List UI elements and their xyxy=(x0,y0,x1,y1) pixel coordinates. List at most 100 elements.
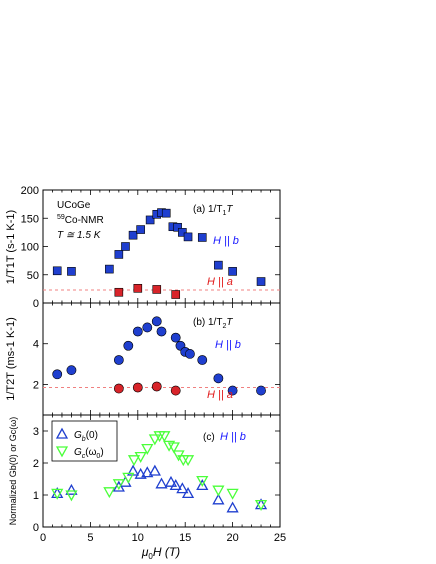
panel-b-ylabel: 1/T2T (ms-1 K-1) xyxy=(5,317,17,401)
panel-c-series-0-point xyxy=(196,479,209,491)
panel-a-series-1-point xyxy=(171,290,181,299)
panel-a-nmr-label: 59Co-NMR xyxy=(57,214,104,226)
panel-a-series-0-point xyxy=(183,232,193,242)
panel-b-series-1-point xyxy=(113,383,124,394)
panel-c-series-1-point xyxy=(51,488,64,500)
legend-label-gb: Gb(0) xyxy=(74,430,98,443)
panel-a-series-0-point xyxy=(197,233,207,242)
panel-c-series-1-point xyxy=(212,485,225,497)
legend-marker-gc xyxy=(55,446,69,458)
panel-c-series-1-point xyxy=(127,455,141,467)
panel-c-series-1-point xyxy=(196,475,209,487)
y-tick-label: 2 xyxy=(33,379,39,391)
panel-a-series-0-point xyxy=(121,242,130,251)
panel-c-series-0-point xyxy=(155,477,168,489)
panel-a-series-0-point xyxy=(228,267,237,276)
panel-c-field-label: H || b xyxy=(220,431,246,443)
panel-c-series-1-point xyxy=(141,443,154,455)
panel-a-series-0-point xyxy=(114,250,124,259)
panel-a-series-1-point xyxy=(133,284,143,293)
panel-c-series-1-point xyxy=(181,455,195,467)
legend-marker-gb xyxy=(55,427,69,439)
panel-a-series-0-point xyxy=(214,260,223,270)
panel-b-ha-label: H || a xyxy=(207,389,233,401)
panel-a-series-0-point xyxy=(136,225,145,234)
y-tick-label: 50 xyxy=(27,270,39,282)
panel-b-series-1-point xyxy=(170,385,181,396)
panel-a-series-0-point xyxy=(178,228,187,237)
panel-b-series-1-point xyxy=(132,382,143,393)
x-tick-label: 15 xyxy=(179,532,191,544)
panel-b-series-0-point xyxy=(213,373,224,384)
x-tick-label: 20 xyxy=(226,532,238,544)
x-tick-label: 0 xyxy=(40,532,46,544)
y-tick-label: 4 xyxy=(33,339,39,351)
y-tick-label: 0 xyxy=(33,522,39,534)
panel-a-series-1-point xyxy=(152,285,162,294)
axis-ticks: 0 50 100 150 200 2 4 0 1 2 3 0 5 10 15 20 25 xyxy=(21,185,286,544)
panel-c-series-0-point xyxy=(65,483,78,495)
panel-c-series-1-point xyxy=(226,488,239,500)
panel-b-series-0-point xyxy=(256,385,266,396)
panel-b-frame xyxy=(42,302,281,416)
panel-a-ha-label: H || a xyxy=(207,276,233,288)
panel-c-series-1-point xyxy=(167,442,180,454)
panel-c-series-1-point xyxy=(122,472,135,484)
y-tick-label: 200 xyxy=(21,185,39,197)
panel-c-title: (c) xyxy=(203,432,215,443)
panel-b-series-0-point xyxy=(123,340,134,351)
panel-b-series-0-point xyxy=(113,355,124,365)
panel-a-series-0-point xyxy=(128,230,138,240)
legend-label-gc: Gc(ω0) xyxy=(74,447,104,460)
panel-a-series-0-point xyxy=(67,267,76,276)
panel-b-series-0-point xyxy=(185,349,195,359)
panel-a-series-0-point xyxy=(161,208,171,218)
panel-c-series-1-point xyxy=(103,487,116,499)
panel-c-series-1-point xyxy=(158,431,171,443)
panel-a-title: (a) 1/T1T xyxy=(193,204,233,217)
panel-b-series-0-point xyxy=(66,365,77,376)
data-marks xyxy=(51,208,268,513)
panel-c-series-0-point xyxy=(164,475,178,487)
panel-a-series-1-point xyxy=(114,287,124,297)
dashed-reference-lines xyxy=(43,289,280,389)
panel-c-series-0-point xyxy=(169,479,182,491)
panel-b-series-0-point xyxy=(170,332,181,343)
panel-c-series-1-point xyxy=(148,434,161,446)
x-tick-label: 25 xyxy=(274,532,286,544)
panel-b-series-0-point xyxy=(52,369,63,380)
y-tick-label: 100 xyxy=(21,242,39,254)
panel-c-series-1-point xyxy=(254,499,268,511)
panel-c-series-1-point xyxy=(112,479,125,491)
panel-b-series-0-point xyxy=(197,355,208,365)
y-tick-label: 3 xyxy=(33,426,39,438)
panel-c-series-0-point xyxy=(226,501,239,513)
panel-a-series-0-point xyxy=(145,215,155,225)
x-tick-label: 10 xyxy=(132,532,144,544)
panel-b-hb-label: H || b xyxy=(215,339,241,351)
panel-c-series-0-point xyxy=(181,487,195,499)
panel-b-series-1-point xyxy=(151,381,162,392)
panel-c-series-0-point xyxy=(212,493,225,505)
panel-b-series-0-point xyxy=(132,326,143,337)
panel-b-series-0-point xyxy=(227,385,238,396)
x-axis-label: μ0H (T) xyxy=(141,545,180,561)
x-tick-label: 5 xyxy=(87,532,93,544)
panel-c-series-0-point xyxy=(148,464,161,476)
panel-a-series-0-point xyxy=(173,222,182,232)
panel-a-series-0-point xyxy=(105,264,114,274)
panel-b-series-0-point xyxy=(142,322,153,333)
panel-a-sample-label: UCoGe xyxy=(57,200,91,211)
panel-c-series-1-point xyxy=(65,490,78,502)
panel-b-series-0-point xyxy=(151,316,162,327)
panel-a-series-0-point xyxy=(52,266,62,276)
panel-c-series-0-point xyxy=(134,467,147,479)
panel-c-frame xyxy=(42,414,281,528)
panel-c-series-0-point xyxy=(176,482,189,494)
panel-b-title: (b) 1/T2T xyxy=(193,317,233,330)
panel-c-series-1-point xyxy=(162,440,176,452)
panel-c-series-0-point xyxy=(141,466,154,478)
y-tick-label: 0 xyxy=(33,298,39,310)
legend xyxy=(55,427,69,458)
